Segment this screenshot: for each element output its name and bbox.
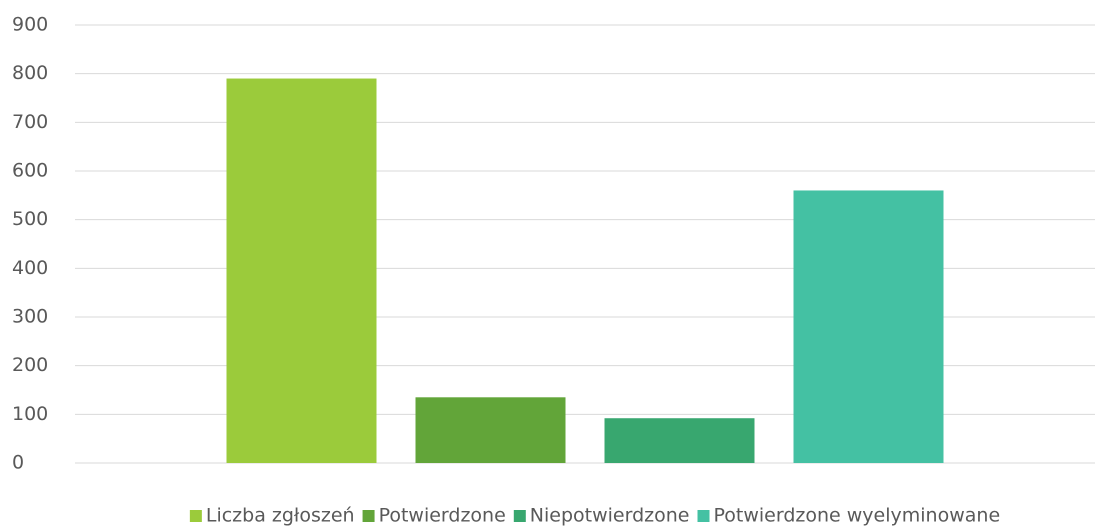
- bar: [415, 397, 566, 463]
- legend-label: Liczba zgłoszeń: [206, 505, 355, 527]
- y-tick-label: 600: [12, 160, 48, 182]
- y-tick-label: 400: [12, 257, 48, 279]
- legend-label: Niepotwierdzone: [530, 505, 690, 527]
- y-tick-label: 900: [12, 14, 48, 36]
- legend-swatch: [362, 510, 375, 522]
- y-tick-label: 200: [12, 354, 48, 376]
- y-tick-label: 800: [12, 62, 48, 84]
- legend-swatch: [513, 510, 526, 522]
- legend-label: Potwierdzone wyelyminowane: [714, 505, 1001, 527]
- bar: [226, 78, 377, 464]
- y-tick-label: 0: [12, 452, 24, 474]
- y-tick-label: 300: [12, 306, 48, 328]
- legend-swatch: [189, 510, 202, 522]
- y-tick-label: 100: [12, 403, 48, 425]
- legend-label: Potwierdzone: [379, 505, 506, 527]
- legend-swatch: [697, 510, 710, 522]
- y-tick-label: 700: [12, 111, 48, 133]
- bar: [793, 190, 944, 463]
- y-tick-label: 500: [12, 208, 48, 230]
- bar: [604, 418, 755, 463]
